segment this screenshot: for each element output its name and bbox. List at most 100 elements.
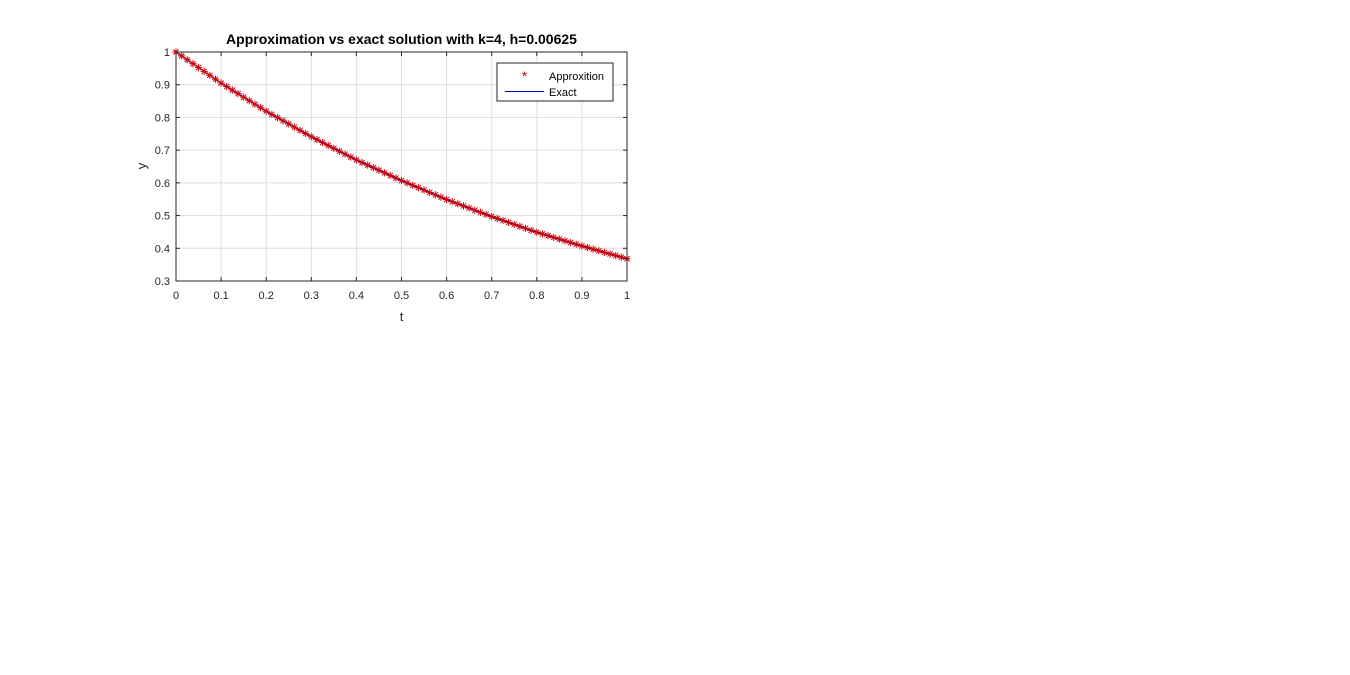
- y-tick-label: 0.8: [155, 112, 170, 124]
- data-point-approximation: [538, 230, 547, 238]
- data-point-approximation: [600, 248, 609, 256]
- y-tick-label: 0.9: [155, 80, 170, 92]
- ticks: 0 0.1 0.2 0.3 0.4 0.5 0.6 0.7 0.8 0.9 1 0.3 0.4 0.5 0.…: [155, 47, 630, 302]
- data-point-approximation: [178, 52, 186, 60]
- data-point-approximation: [330, 144, 338, 152]
- data-point-approximation: [397, 176, 406, 185]
- data-point-approximation: [409, 181, 417, 189]
- data-point-approximation: [606, 250, 614, 258]
- data-point-approximation: [256, 104, 265, 112]
- data-point-approximation: [555, 235, 563, 243]
- data-point-approximation: [189, 60, 197, 68]
- y-tick-label: 0.7: [155, 145, 170, 157]
- y-tick-label: 0.4: [155, 243, 170, 255]
- data-point-approximation: [521, 224, 530, 232]
- data-point-approximation: [369, 164, 377, 172]
- data-point-approximation: [240, 93, 248, 101]
- data-point-approximation: [380, 169, 389, 177]
- data-point-approximation: [206, 71, 214, 79]
- data-point-approximation: [465, 204, 473, 212]
- data-point-approximation: [414, 184, 423, 192]
- data-point-approximation: [583, 243, 592, 252]
- data-point-approximation: [364, 161, 372, 169]
- data-point-approximation: [228, 86, 236, 94]
- data-point-approximation: [262, 107, 270, 115]
- data-point-approximation: [375, 166, 383, 174]
- data-point-approximation: [307, 133, 315, 141]
- data-point-approximation: [482, 210, 490, 219]
- data-point-approximation: [183, 56, 191, 64]
- x-tick-label: 1: [624, 290, 630, 302]
- x-tick-label: 0.9: [574, 290, 589, 302]
- x-tick-label: 0.6: [439, 290, 454, 302]
- x-tick-label: 0.8: [529, 290, 544, 302]
- data-point-approximation: [352, 156, 360, 164]
- data-point-approximation: [488, 212, 496, 221]
- x-tick-label: 0: [173, 290, 179, 302]
- legend: * Approxition Exact: [496, 62, 614, 102]
- data-point-approximation: [589, 245, 597, 253]
- data-point-approximation: [403, 179, 411, 187]
- data-point-approximation: [459, 202, 468, 210]
- data-point-approximation: [533, 228, 541, 236]
- x-tick-label: 0.5: [394, 290, 409, 302]
- data-point-approximation: [448, 198, 456, 206]
- data-point-approximation: [561, 237, 569, 245]
- data-point-approximation: [567, 238, 575, 247]
- data-point-approximation: [471, 206, 479, 214]
- data-point-approximation: [499, 216, 507, 225]
- y-tick-label: 0.6: [155, 178, 170, 190]
- data-point-approximation: [358, 158, 366, 167]
- x-tick-label: 0.1: [213, 290, 228, 302]
- data-point-approximation: [335, 147, 344, 155]
- series-layer: [172, 48, 631, 263]
- data-point-approximation: [341, 150, 349, 158]
- data-point-approximation: [313, 136, 321, 144]
- x-tick-label: 0.4: [349, 290, 364, 302]
- data-point-approximation: [392, 174, 400, 182]
- data-point-approximation: [595, 247, 603, 255]
- data-point-approximation: [527, 226, 535, 234]
- data-point-approximation: [617, 253, 625, 261]
- data-point-approximation: [550, 233, 558, 242]
- data-point-approximation: [245, 97, 253, 105]
- data-point-approximation: [437, 193, 445, 201]
- data-point-approximation: [285, 120, 293, 128]
- data-point-approximation: [273, 113, 282, 122]
- x-tick-label: 0.2: [259, 290, 274, 302]
- legend-label-approximation: Approxition: [549, 71, 604, 83]
- data-point-approximation: [290, 123, 298, 131]
- data-point-approximation: [223, 82, 231, 91]
- chart-axes: 0 0.1 0.2 0.3 0.4 0.5 0.6 0.7 0.8 0.9 1 0.3 0.4 0.5 0.…: [134, 31, 631, 324]
- legend-label-exact: Exact: [549, 87, 577, 99]
- data-point-approximation: [217, 79, 225, 87]
- data-point-approximation: [234, 90, 242, 98]
- data-point-approximation: [572, 240, 580, 248]
- data-point-approximation: [493, 214, 501, 223]
- y-tick-label: 0.3: [155, 276, 170, 288]
- data-point-approximation: [612, 251, 620, 260]
- data-point-approximation: [476, 208, 485, 216]
- legend-marker-approximation: *: [522, 68, 528, 84]
- data-point-approximation: [516, 222, 524, 230]
- data-point-approximation: [200, 67, 208, 76]
- data-point-approximation: [296, 126, 304, 134]
- x-tick-label: 0.3: [304, 290, 319, 302]
- data-point-approximation: [302, 129, 310, 138]
- data-point-approximation: [324, 141, 332, 150]
- data-point-approximation: [426, 188, 434, 197]
- legend-box: [496, 62, 614, 102]
- data-point-approximation: [251, 100, 259, 108]
- data-point-approximation: [510, 220, 518, 229]
- x-tick-label: 0.7: [484, 290, 499, 302]
- data-point-approximation: [279, 117, 287, 125]
- data-point-approximation: [194, 63, 203, 72]
- data-point-approximation: [431, 191, 439, 199]
- data-point-approximation: [268, 110, 276, 119]
- data-point-approximation: [544, 232, 552, 240]
- y-tick-label: 0.5: [155, 211, 170, 223]
- data-point-approximation: [454, 200, 462, 208]
- data-point-approximation: [211, 75, 220, 83]
- data-point-approximation: [420, 186, 428, 194]
